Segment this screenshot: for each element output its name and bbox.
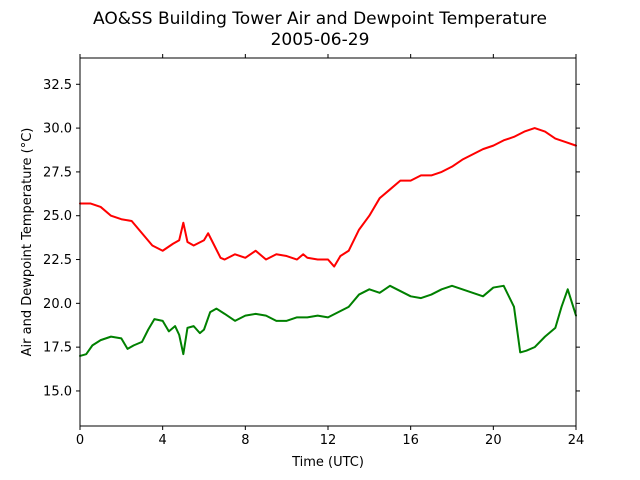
x-tick-label: 16: [402, 433, 419, 448]
x-tick-label: 8: [241, 433, 249, 448]
chart-subtitle: 2005-06-29: [271, 30, 370, 50]
series-line-red: [79, 127, 577, 268]
x-tick-label: 12: [320, 433, 337, 448]
y-tick-label: 22.5: [43, 253, 72, 268]
x-tick-label: 24: [568, 433, 585, 448]
y-tick-label: 32.5: [43, 78, 72, 93]
y-tick-label: 25.0: [43, 209, 72, 224]
y-tick-label: 17.5: [43, 341, 72, 356]
y-tick-label: 27.5: [43, 165, 72, 180]
x-tick-label: 20: [485, 433, 502, 448]
series-line-green: [79, 284, 577, 357]
x-tick-label: 4: [159, 433, 167, 448]
x-tick-label: 0: [76, 433, 84, 448]
y-tick-label: 20.0: [43, 297, 72, 312]
series-layer: [79, 127, 577, 357]
y-tick-label: 15.0: [43, 384, 72, 399]
x-axis-label: Time (UTC): [291, 455, 364, 470]
ticks-layer: 0 4 8 12 16 20 24 15.0 17.5 20.0 22.5 25.0 27.5 30.0 3…: [43, 54, 584, 448]
chart-title: AO&SS Building Tower Air and Dewpoint Te…: [93, 9, 547, 29]
y-tick-label: 30.0: [43, 122, 72, 137]
y-axis-label: Air and Dewpoint Temperature (°C): [20, 128, 35, 357]
